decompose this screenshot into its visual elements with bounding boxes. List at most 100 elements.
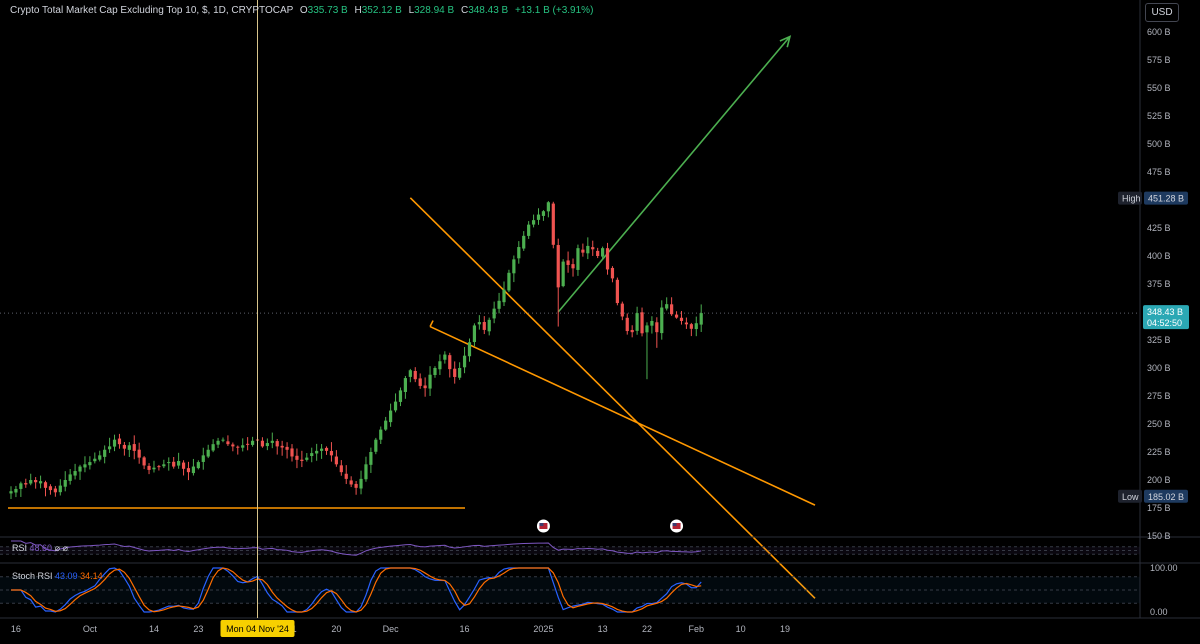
- candle-body: [581, 249, 585, 253]
- time-tick-label: Oct: [83, 624, 98, 634]
- candle-body: [576, 248, 580, 270]
- candle-body: [398, 390, 403, 402]
- candle-body: [665, 304, 669, 309]
- candles[interactable]: [9, 201, 703, 499]
- wedge-upper-line: [409, 197, 816, 599]
- candle: [482, 316, 486, 335]
- candle-body: [108, 446, 112, 450]
- candle-body: [236, 446, 240, 448]
- candle-body: [177, 460, 181, 466]
- high-value: 352.12 B: [361, 5, 402, 16]
- candle: [354, 481, 358, 495]
- candle: [290, 444, 294, 462]
- candle-body: [487, 319, 491, 332]
- candle-body: [344, 473, 348, 479]
- candle: [191, 458, 196, 476]
- candle: [655, 317, 659, 348]
- candle-body: [364, 464, 368, 480]
- candle: [364, 456, 368, 482]
- event-flag-icon: [536, 519, 550, 533]
- candle: [43, 480, 48, 497]
- candle-body: [83, 464, 87, 468]
- candle-body: [221, 439, 225, 441]
- candle: [241, 438, 245, 452]
- candle-body: [689, 324, 693, 329]
- candle-body: [48, 486, 53, 491]
- candle-body: [645, 325, 649, 333]
- high-marker-value-bg: [1144, 191, 1188, 205]
- event-flag-icon: [670, 519, 684, 533]
- candle: [172, 456, 176, 469]
- stoch-d-value: 34.14: [80, 571, 103, 581]
- open-value: 335.73 B: [307, 5, 348, 16]
- candle-body: [226, 441, 230, 445]
- time-tick-label: 10: [736, 624, 746, 634]
- candle: [275, 439, 279, 455]
- candle: [162, 459, 166, 469]
- time-tick-label: Dec: [383, 624, 400, 634]
- drawings[interactable]: [8, 35, 816, 599]
- candle-body: [541, 211, 546, 216]
- change-value: +13.1 B (+3.91%): [515, 5, 594, 16]
- candle: [201, 447, 205, 470]
- candle-body: [324, 447, 329, 451]
- price-tick-label: 600 B: [1147, 27, 1171, 37]
- price-tick-label: 225 B: [1147, 447, 1171, 457]
- candle: [448, 352, 452, 378]
- candle-body: [38, 481, 43, 484]
- candle-body: [502, 289, 506, 303]
- candle-body: [246, 443, 250, 445]
- candle: [408, 368, 412, 383]
- candle: [502, 281, 506, 307]
- candle-body: [384, 420, 388, 430]
- indicators: [0, 536, 1200, 619]
- symbol-title[interactable]: Crypto Total Market Cap Excluding Top 10…: [10, 5, 294, 16]
- time-tick-label: 22: [642, 624, 652, 634]
- candle-body: [112, 439, 117, 447]
- currency-button[interactable]: USD: [1145, 3, 1179, 22]
- candle: [73, 463, 77, 480]
- candle: [103, 445, 107, 464]
- rsi-legend[interactable]: RSI 48.60 ⌀ ⌀: [12, 543, 68, 554]
- candle-body: [462, 355, 467, 368]
- price-tick-label: 500 B: [1147, 139, 1171, 149]
- candle: [423, 377, 427, 397]
- candle: [270, 432, 274, 449]
- price-tick-label: 325 B: [1147, 335, 1171, 345]
- candle: [14, 485, 18, 498]
- candle-body: [310, 453, 314, 457]
- candle: [108, 437, 112, 453]
- candle: [310, 447, 314, 463]
- stoch-rsi-legend[interactable]: Stoch RSI 43.09 34.14: [12, 571, 103, 581]
- last-price-tag: 348.43 B04:52:50: [1143, 305, 1189, 330]
- candle: [398, 387, 403, 407]
- candle-body: [586, 245, 590, 254]
- high-label: H: [354, 5, 362, 16]
- rsi-value: 48.60: [29, 543, 53, 553]
- open-label: O: [299, 5, 308, 16]
- candle: [507, 269, 511, 292]
- candle-body: [19, 483, 23, 489]
- rsi-name: RSI: [12, 543, 28, 553]
- candle: [413, 367, 417, 383]
- candle: [38, 475, 43, 489]
- price-tick-label: 200 B: [1147, 475, 1171, 485]
- candle-body: [482, 321, 486, 330]
- candle: [472, 323, 477, 347]
- candle: [211, 439, 215, 453]
- close-label: C: [460, 5, 469, 16]
- crosshair-date-label: Mon 04 Nov '24: [226, 624, 289, 634]
- time-tick-label: 16: [460, 624, 470, 634]
- candle: [517, 241, 521, 264]
- candle-body: [280, 445, 284, 448]
- candle-body: [305, 457, 309, 460]
- candle: [512, 255, 516, 283]
- candle-body: [670, 304, 674, 315]
- candle-body: [522, 235, 526, 249]
- candle: [546, 201, 550, 218]
- candle-body: [181, 462, 186, 469]
- candle: [231, 442, 235, 452]
